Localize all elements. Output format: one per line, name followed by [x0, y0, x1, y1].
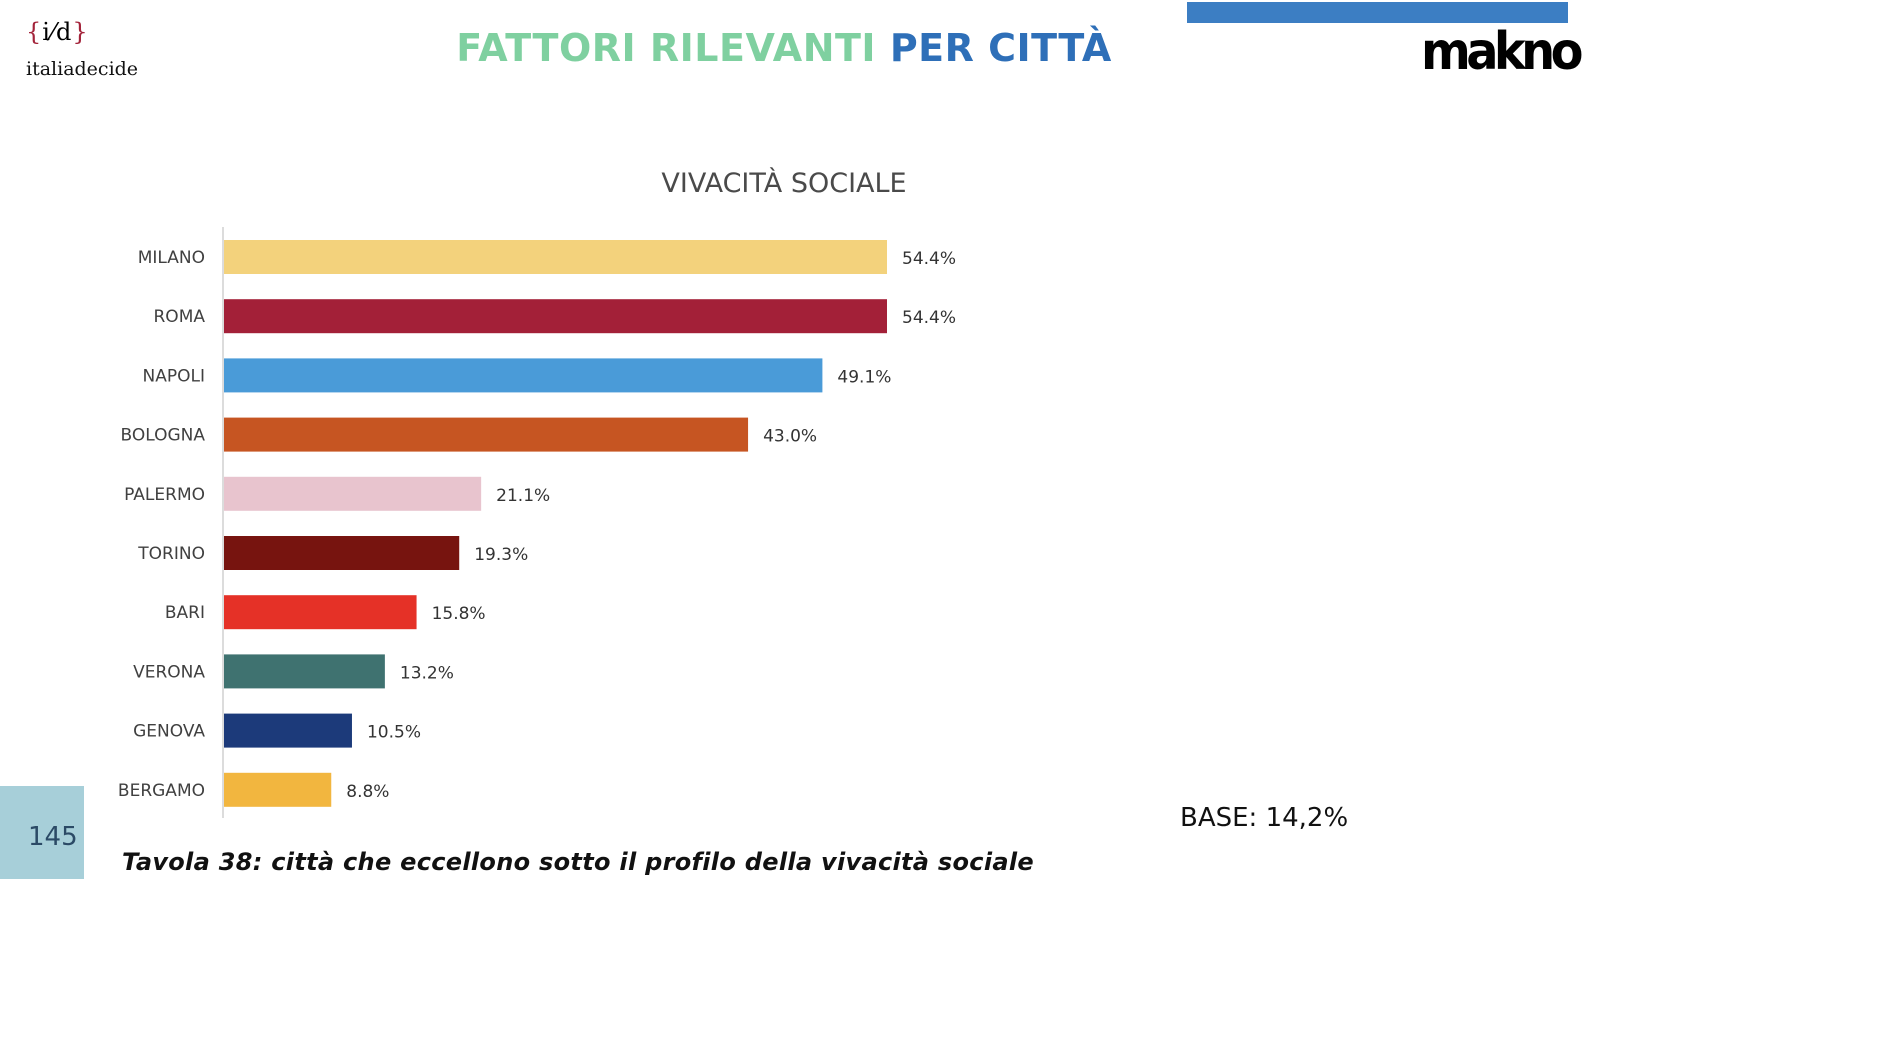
bar-bari [224, 595, 417, 630]
chart-title: VIVACITÀ SOCIALE [661, 167, 906, 199]
page-title-part1: FATTORI RILEVANTI [456, 26, 877, 70]
data-label: 54.4% [902, 308, 956, 328]
data-label: 49.1% [837, 367, 891, 387]
page-title-part2: PER CITTÀ [889, 26, 1112, 70]
logo-brace-open: { [26, 18, 43, 46]
category-label: PALERMO [124, 485, 205, 505]
data-label: 43.0% [763, 427, 817, 447]
table-caption: Tavola 38: città che eccellono sotto il … [122, 848, 1034, 876]
chart-container: VIVACITÀ SOCIALE MILANO 54.4% ROMA 54.4% NAPO… [0, 150, 1100, 830]
bar-napoli [224, 358, 823, 393]
category-label: VERONA [133, 662, 205, 682]
page-number: 145 [28, 822, 78, 852]
category-label: NAPOLI [143, 366, 205, 386]
page-title: FATTORI RILEVANTI PER CITTÀ [0, 26, 1568, 70]
italiadecide-logo-mark: {i⁄d} [26, 18, 89, 46]
category-label: GENOVA [133, 722, 205, 742]
italiadecide-logo: {i⁄d} italiadecide [22, 18, 152, 88]
makno-logo: makno [1421, 22, 1583, 82]
chart-svg: VIVACITÀ SOCIALE MILANO 54.4% ROMA 54.4% NAPO… [118, 167, 956, 818]
bar-roma [224, 299, 887, 334]
bar-verona [224, 654, 385, 689]
bar-bergamo [224, 772, 332, 807]
category-label: BERGAMO [118, 781, 205, 801]
category-label: MILANO [138, 248, 205, 268]
data-label: 54.4% [902, 249, 956, 269]
base-note: BASE: 14,2% [1180, 803, 1349, 833]
page-number-badge: 145 [0, 786, 84, 879]
category-label: ROMA [154, 307, 206, 327]
logo-mark-inner: i⁄d [42, 18, 73, 46]
data-label: 8.8% [346, 782, 389, 802]
data-label: 13.2% [400, 663, 454, 683]
data-label: 10.5% [367, 723, 421, 743]
category-label: TORINO [137, 544, 205, 564]
bar-chart: VIVACITÀ SOCIALE MILANO 54.4% ROMA 54.4% NAPO… [0, 150, 1100, 830]
bar-torino [224, 536, 460, 570]
top-accent-bar [1187, 2, 1568, 23]
logo-brace-close: } [72, 18, 89, 46]
bar-milano [224, 240, 887, 274]
bar-palermo [224, 476, 482, 511]
data-label: 19.3% [474, 545, 528, 565]
category-label: BOLOGNA [120, 426, 205, 446]
italiadecide-logo-text: italiadecide [26, 58, 139, 80]
category-label: BARI [165, 603, 205, 623]
bar-bologna [224, 417, 749, 452]
data-label: 15.8% [432, 604, 486, 624]
data-label: 21.1% [496, 486, 550, 506]
bar-genova [224, 713, 352, 748]
